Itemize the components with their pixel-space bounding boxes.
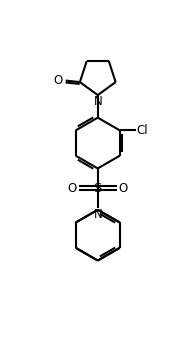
Text: Cl: Cl [137,124,148,137]
Text: N: N [93,208,102,221]
Text: O: O [53,74,62,87]
Text: O: O [67,182,77,195]
Text: S: S [94,182,102,195]
Text: O: O [119,182,128,195]
Text: N: N [93,95,102,108]
